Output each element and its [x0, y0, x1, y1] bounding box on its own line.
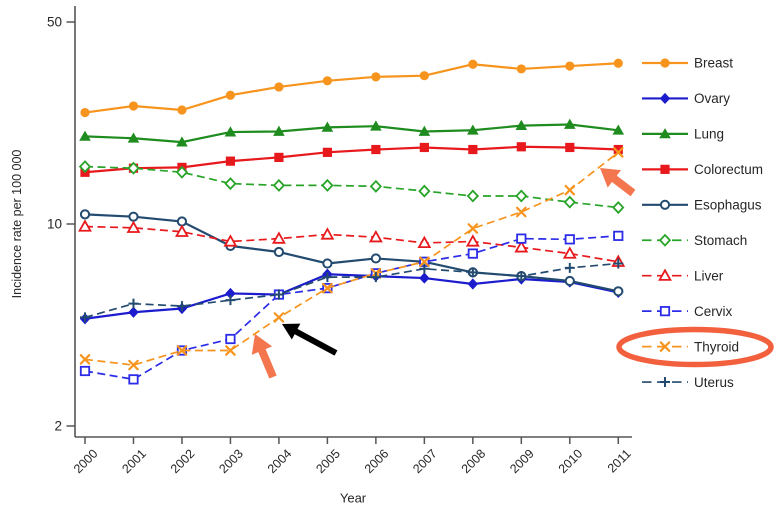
legend-label-liver: Liver [694, 268, 724, 283]
legend-label-cervix: Cervix [694, 304, 733, 319]
x-tick-label: 2008 [459, 447, 489, 477]
legend: Breast Ovary Lung Colorectum Esophagus Stomac… [642, 56, 763, 390]
annotation-arrow-1 [251, 334, 277, 379]
legend-item-esophagus: Esophagus [642, 198, 762, 213]
legend-label-stomach: Stomach [694, 233, 747, 248]
series-colorectum [80, 142, 623, 177]
legend-label-thyroid: Thyroid [694, 339, 739, 354]
series-thyroid [79, 147, 624, 371]
legend-item-uterus: Uterus [642, 375, 734, 390]
x-axis-label: Year [339, 490, 367, 506]
y-tick-label: 50 [47, 15, 62, 30]
x-tick-label: 2000 [71, 447, 101, 477]
series-liver [78, 219, 626, 267]
series-esophagus [79, 209, 624, 297]
legend-label-lung: Lung [694, 127, 724, 142]
x-tick-label: 2010 [556, 447, 586, 477]
series-cervix [79, 230, 624, 385]
x-tick-label: 2002 [168, 447, 198, 477]
x-tick-label: 2011 [605, 447, 634, 476]
x-tick-label: 2005 [313, 447, 343, 477]
x-tick-label: 2004 [265, 447, 295, 477]
annotation-arrow-2 [282, 323, 338, 356]
axes: 50 10 2 2000 2001 2002 2003 2004 2005 2006 2007 200… [47, 6, 634, 476]
x-tick-label: 2003 [216, 447, 246, 477]
y-axis-label: Incidence rate per 100 000 [10, 149, 24, 299]
x-tick-label: 2007 [410, 447, 440, 477]
legend-label-esophagus: Esophagus [694, 198, 762, 213]
series-stomach [78, 160, 625, 215]
legend-label-ovary: Ovary [694, 91, 730, 106]
legend-item-colorectum: Colorectum [642, 162, 763, 177]
legend-item-breast: Breast [642, 56, 733, 71]
x-tick-label: 2009 [507, 447, 537, 477]
series-ovary [79, 268, 624, 325]
y-tick-label: 2 [54, 419, 62, 434]
legend-label-colorectum: Colorectum [694, 162, 763, 177]
x-tick-label: 2006 [362, 447, 392, 477]
series-uterus [80, 258, 624, 323]
legend-item-stomach: Stomach [642, 233, 747, 248]
series-breast [80, 58, 623, 118]
legend-label-uterus: Uterus [694, 375, 734, 390]
legend-item-thyroid: Thyroid [642, 339, 739, 354]
annotation-arrow-3 [600, 168, 636, 197]
x-tick-label: 2001 [119, 447, 149, 477]
y-tick-label: 10 [47, 217, 62, 232]
legend-item-lung: Lung [642, 127, 724, 142]
legend-item-ovary: Ovary [642, 91, 730, 106]
legend-item-liver: Liver [642, 268, 724, 283]
legend-label-breast: Breast [694, 56, 733, 71]
series-lung [79, 118, 625, 147]
thyroid-highlight-ellipse [616, 326, 774, 368]
legend-item-cervix: Cervix [642, 304, 733, 319]
